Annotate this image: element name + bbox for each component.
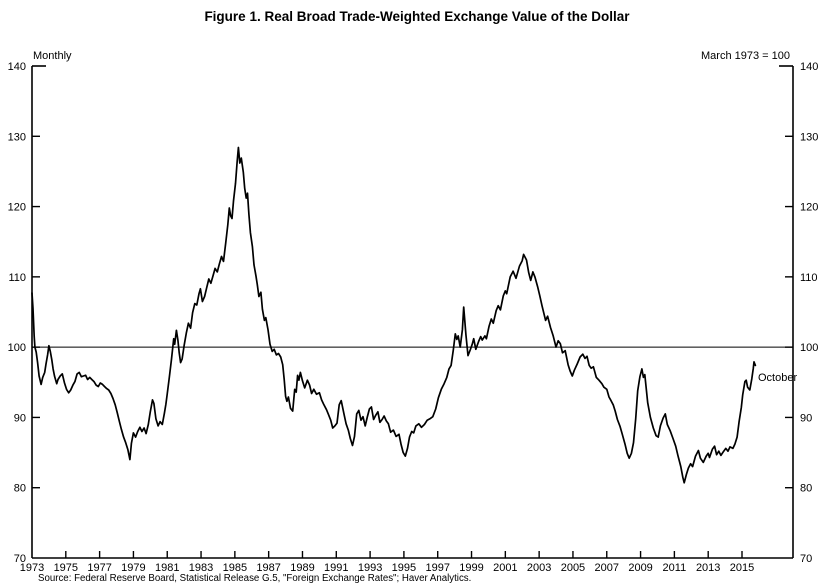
y-tick-label-left: 130 xyxy=(8,131,26,143)
y-tick-label-left: 140 xyxy=(8,61,26,73)
y-tick-label-left: 90 xyxy=(14,412,26,424)
plot-area: 70 70 80 80 90 90 100 100 110 110 120 120 130 130 140 1… xyxy=(8,61,819,574)
x-tick-label: 1983 xyxy=(189,562,213,574)
y-tick-label-right: 110 xyxy=(800,272,818,284)
y-tick-label-right: 80 xyxy=(800,483,812,495)
chart-title: Figure 1. Real Broad Trade-Weighted Exch… xyxy=(204,9,630,24)
x-tick-label: 2005 xyxy=(561,562,585,574)
x-tick-label: 1973 xyxy=(20,562,44,574)
y-tick-label-right: 130 xyxy=(800,131,818,143)
index-base-label: March 1973 = 100 xyxy=(701,50,790,62)
x-tick-label: 2007 xyxy=(595,562,619,574)
last-observation-annotation: October xyxy=(758,372,797,384)
y-tick-label-right: 120 xyxy=(800,202,818,214)
y-tick-label-right: 70 xyxy=(800,553,812,565)
x-tick-label: 1981 xyxy=(155,562,179,574)
x-tick-label: 1999 xyxy=(459,562,483,574)
x-tick-label: 2011 xyxy=(663,562,687,574)
y-tick-label-left: 70 xyxy=(14,553,26,565)
x-tick-label: 2015 xyxy=(730,562,754,574)
y-tick-label-left: 120 xyxy=(8,202,26,214)
x-tick-label: 2001 xyxy=(493,562,517,574)
y-tick-label-right: 100 xyxy=(800,342,818,354)
y-tick-label-left: 110 xyxy=(8,272,26,284)
x-tick-label: 1985 xyxy=(223,562,247,574)
y-tick-label-right: 140 xyxy=(800,61,818,73)
y-tick-label-left: 80 xyxy=(14,483,26,495)
x-tick-label: 1977 xyxy=(87,562,111,574)
y-tick-label-left: 100 xyxy=(8,342,26,354)
x-tick-label: 1979 xyxy=(121,562,145,574)
source-note: Source: Federal Reserve Board, Statistic… xyxy=(38,573,471,584)
x-tick-label: 1991 xyxy=(324,562,348,574)
x-tick-label: 2013 xyxy=(696,562,720,574)
x-tick-label: 1997 xyxy=(425,562,449,574)
x-tick-label: 1995 xyxy=(392,562,416,574)
x-tick-label: 2003 xyxy=(527,562,551,574)
x-tick-label: 1989 xyxy=(290,562,314,574)
dollar-index-series-line xyxy=(31,146,757,484)
y-tick-label-right: 90 xyxy=(800,412,812,424)
frequency-label: Monthly xyxy=(33,50,72,62)
x-tick-label: 2009 xyxy=(628,562,652,574)
x-tick-label: 1987 xyxy=(256,562,280,574)
x-tick-label: 1993 xyxy=(358,562,382,574)
x-tick-label: 1975 xyxy=(54,562,78,574)
